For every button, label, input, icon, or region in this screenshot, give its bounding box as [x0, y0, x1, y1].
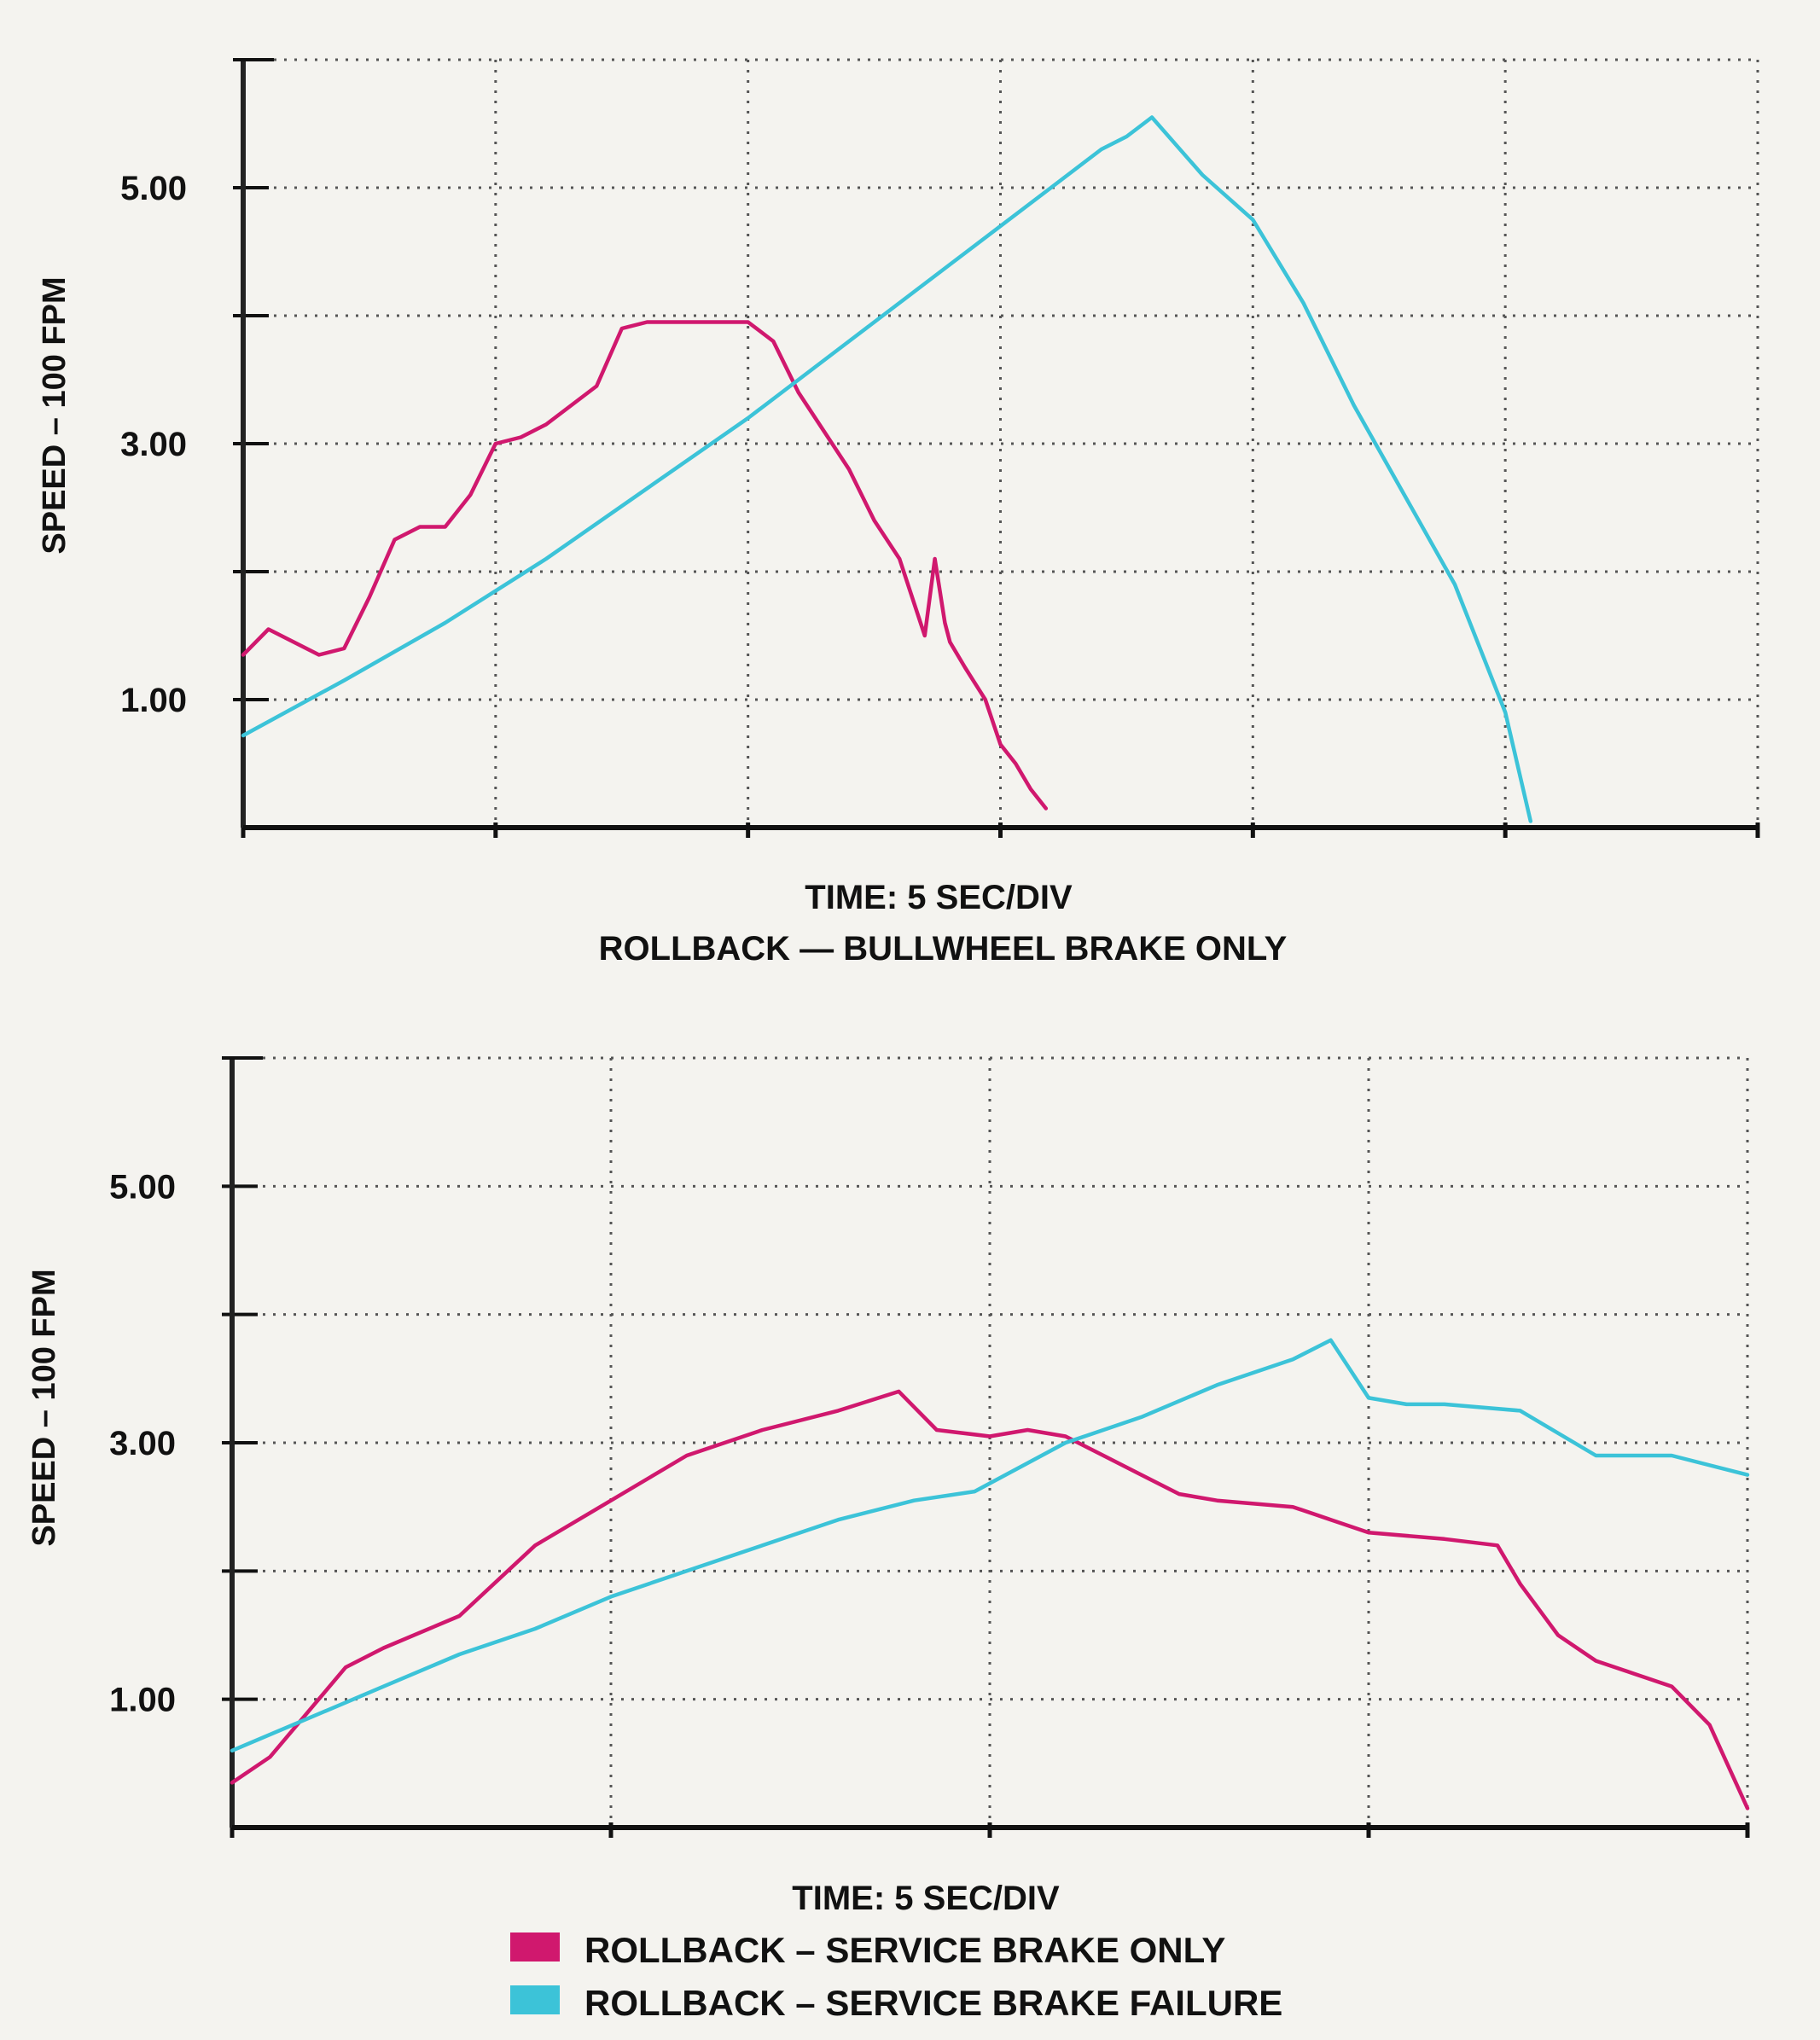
y-tick-label: 1.00 [109, 1682, 176, 1719]
grid [243, 58, 1759, 828]
y-axis-title: SPEED – 100 FPM [37, 276, 73, 554]
legend-swatch [510, 1932, 560, 1962]
y-tick-labels: 1.00 3.00 5.00 [109, 1168, 176, 1718]
series-lines [230, 1338, 1750, 1810]
chart-panel-rollback-service-brake: 1.00 3.00 5.00 SPEED – 100 FPM TIME: 5 SEC… [26, 1056, 1750, 2023]
y-tick-label: 3.00 [120, 426, 187, 463]
series-line-cyan [230, 1338, 1750, 1753]
legend: ROLLBACK – SERVICE BRAKE ONLY ROLLBACK –… [510, 1930, 1282, 2023]
x-axis-caption: TIME: 5 SEC/DIV [792, 1880, 1060, 1917]
y-tick-label: 3.00 [109, 1425, 176, 1462]
y-tick-label: 5.00 [109, 1168, 176, 1206]
chart-title: ROLLBACK — BULLWHEEL BRAKE ONLY [599, 930, 1288, 968]
series-line-cyan [241, 115, 1533, 823]
series-line-magenta [230, 1389, 1750, 1810]
chart-panel-rollback-bullwheel: 1.00 3.00 5.00 SPEED – 100 FPM TIME: 5 SEC… [37, 58, 1760, 968]
legend-item-service-brake-only: ROLLBACK – SERVICE BRAKE ONLY [510, 1930, 1225, 1970]
series-line-magenta [241, 320, 1049, 811]
legend-item-service-brake-failure: ROLLBACK – SERVICE BRAKE FAILURE [510, 1983, 1282, 2023]
series-lines [241, 115, 1533, 823]
axes [222, 1056, 1750, 1838]
axes [233, 58, 1760, 838]
y-axis-title: SPEED – 100 FPM [26, 1269, 62, 1546]
legend-label: ROLLBACK – SERVICE BRAKE FAILURE [584, 1983, 1282, 2023]
legend-swatch [510, 1985, 560, 2014]
y-tick-label: 5.00 [120, 170, 187, 207]
legend-label: ROLLBACK – SERVICE BRAKE ONLY [584, 1930, 1225, 1970]
y-tick-labels: 1.00 3.00 5.00 [120, 170, 187, 719]
x-axis-caption: TIME: 5 SEC/DIV [805, 879, 1073, 916]
grid [232, 1056, 1749, 1828]
y-tick-label: 1.00 [120, 682, 187, 719]
